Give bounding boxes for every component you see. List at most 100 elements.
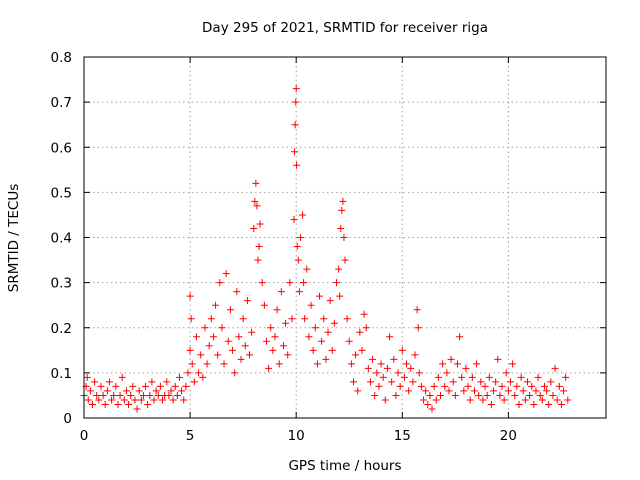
data-point bbox=[144, 400, 152, 408]
y-tick-label: 0 bbox=[63, 411, 72, 427]
data-point bbox=[101, 400, 109, 408]
data-point bbox=[381, 396, 389, 404]
data-point bbox=[142, 382, 150, 390]
data-point bbox=[462, 364, 470, 372]
data-point bbox=[409, 378, 417, 386]
data-point bbox=[220, 360, 228, 368]
data-point bbox=[229, 346, 237, 354]
data-point bbox=[255, 243, 263, 251]
y-tick-label: 0.4 bbox=[51, 231, 72, 247]
data-point bbox=[388, 378, 396, 386]
data-point bbox=[430, 382, 438, 390]
data-point bbox=[369, 355, 377, 363]
data-point bbox=[324, 328, 332, 336]
data-point bbox=[197, 351, 205, 359]
data-point bbox=[343, 315, 351, 323]
data-point bbox=[165, 391, 173, 399]
data-point bbox=[386, 333, 394, 341]
data-point bbox=[163, 378, 171, 386]
data-point bbox=[519, 387, 527, 395]
data-point bbox=[269, 346, 277, 354]
data-point bbox=[424, 400, 432, 408]
data-point bbox=[413, 306, 421, 314]
data-point bbox=[396, 382, 404, 390]
data-point bbox=[224, 337, 232, 345]
data-point bbox=[187, 315, 195, 323]
data-point bbox=[258, 279, 266, 287]
data-point bbox=[175, 373, 183, 381]
data-point bbox=[184, 369, 192, 377]
data-point bbox=[292, 98, 300, 106]
data-point bbox=[564, 396, 572, 404]
data-point bbox=[523, 378, 531, 386]
data-point bbox=[521, 396, 529, 404]
data-point bbox=[407, 364, 415, 372]
data-point bbox=[118, 373, 126, 381]
data-point bbox=[288, 315, 296, 323]
data-point bbox=[545, 400, 553, 408]
data-point bbox=[295, 288, 303, 296]
data-point bbox=[498, 382, 506, 390]
data-point bbox=[456, 333, 464, 341]
data-point bbox=[466, 396, 474, 404]
data-point bbox=[411, 351, 419, 359]
data-point bbox=[290, 148, 298, 156]
y-tick-label: 0.2 bbox=[51, 321, 72, 337]
data-point bbox=[146, 391, 154, 399]
data-point bbox=[226, 306, 234, 314]
data-point bbox=[500, 396, 508, 404]
data-point bbox=[468, 373, 476, 381]
data-point bbox=[394, 369, 402, 377]
data-point bbox=[182, 382, 190, 390]
data-point bbox=[377, 360, 385, 368]
data-point bbox=[338, 206, 346, 214]
data-point bbox=[360, 310, 368, 318]
data-point bbox=[305, 333, 313, 341]
data-point bbox=[536, 391, 544, 399]
data-point bbox=[507, 378, 515, 386]
chart-title: Day 295 of 2021, SRMTID for receiver rig… bbox=[202, 20, 488, 36]
data-point bbox=[436, 391, 444, 399]
data-point bbox=[235, 333, 243, 341]
data-point bbox=[250, 224, 258, 232]
data-point bbox=[95, 396, 103, 404]
data-point bbox=[475, 391, 483, 399]
data-point bbox=[347, 360, 355, 368]
data-point bbox=[97, 382, 105, 390]
data-point bbox=[148, 378, 156, 386]
data-point bbox=[398, 346, 406, 354]
data-point bbox=[243, 297, 251, 305]
data-point bbox=[532, 387, 540, 395]
data-point bbox=[487, 400, 495, 408]
data-point bbox=[309, 346, 317, 354]
data-point bbox=[428, 405, 436, 413]
data-point bbox=[267, 324, 275, 332]
data-point bbox=[275, 360, 283, 368]
data-point bbox=[326, 297, 334, 305]
data-point bbox=[207, 315, 215, 323]
data-point bbox=[218, 324, 226, 332]
data-point bbox=[356, 328, 364, 336]
data-point bbox=[543, 387, 551, 395]
data-point bbox=[133, 405, 141, 413]
data-point bbox=[154, 391, 162, 399]
data-point bbox=[284, 351, 292, 359]
data-point bbox=[445, 387, 453, 395]
data-point bbox=[262, 337, 270, 345]
data-point bbox=[248, 328, 256, 336]
data-point bbox=[252, 179, 260, 187]
data-point bbox=[135, 387, 143, 395]
data-point bbox=[458, 373, 466, 381]
data-point bbox=[328, 346, 336, 354]
data-point bbox=[286, 279, 294, 287]
data-point bbox=[490, 387, 498, 395]
data-point bbox=[91, 378, 99, 386]
data-point bbox=[453, 360, 461, 368]
data-point bbox=[390, 355, 398, 363]
y-tick-label: 0.8 bbox=[51, 50, 72, 66]
data-point bbox=[511, 391, 519, 399]
data-point bbox=[201, 324, 209, 332]
data-point bbox=[515, 400, 523, 408]
data-point bbox=[93, 391, 101, 399]
data-point bbox=[330, 319, 338, 327]
